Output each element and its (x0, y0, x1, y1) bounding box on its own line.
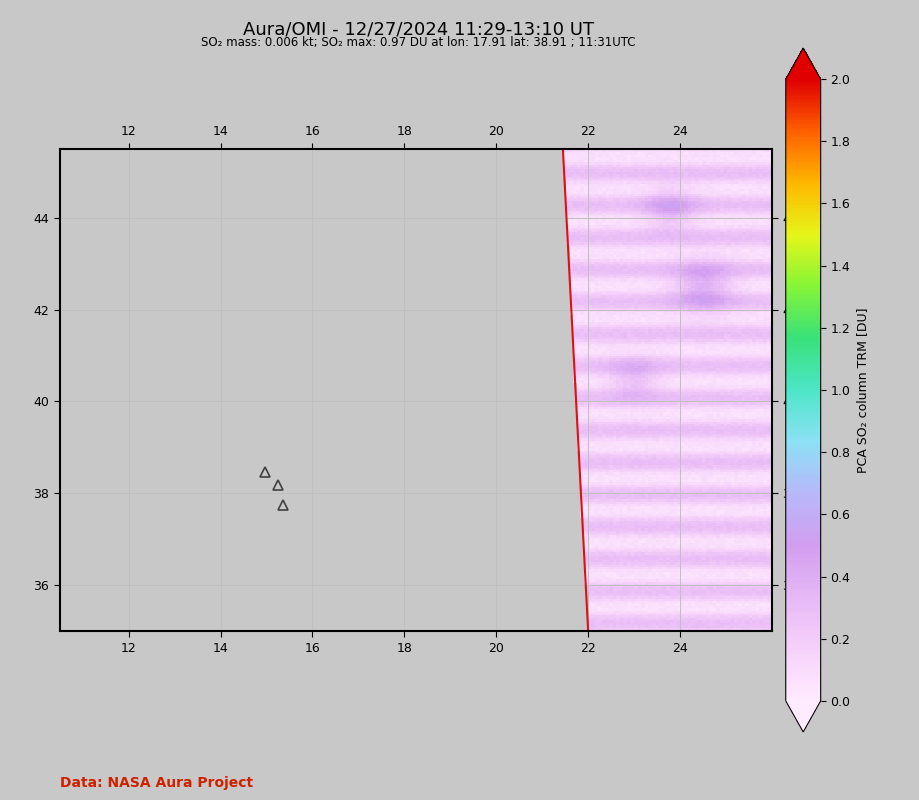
Text: Data: NASA Aura Project: Data: NASA Aura Project (60, 776, 253, 790)
Y-axis label: PCA SO₂ column TRM [DU]: PCA SO₂ column TRM [DU] (856, 307, 869, 473)
PathPatch shape (786, 701, 821, 732)
Text: SO₂ mass: 0.006 kt; SO₂ max: 0.97 DU at lon: 17.91 lat: 38.91 ; 11:31UTC: SO₂ mass: 0.006 kt; SO₂ max: 0.97 DU at … (201, 36, 635, 49)
Text: Aura/OMI - 12/27/2024 11:29-13:10 UT: Aura/OMI - 12/27/2024 11:29-13:10 UT (243, 20, 594, 38)
PathPatch shape (786, 48, 821, 79)
